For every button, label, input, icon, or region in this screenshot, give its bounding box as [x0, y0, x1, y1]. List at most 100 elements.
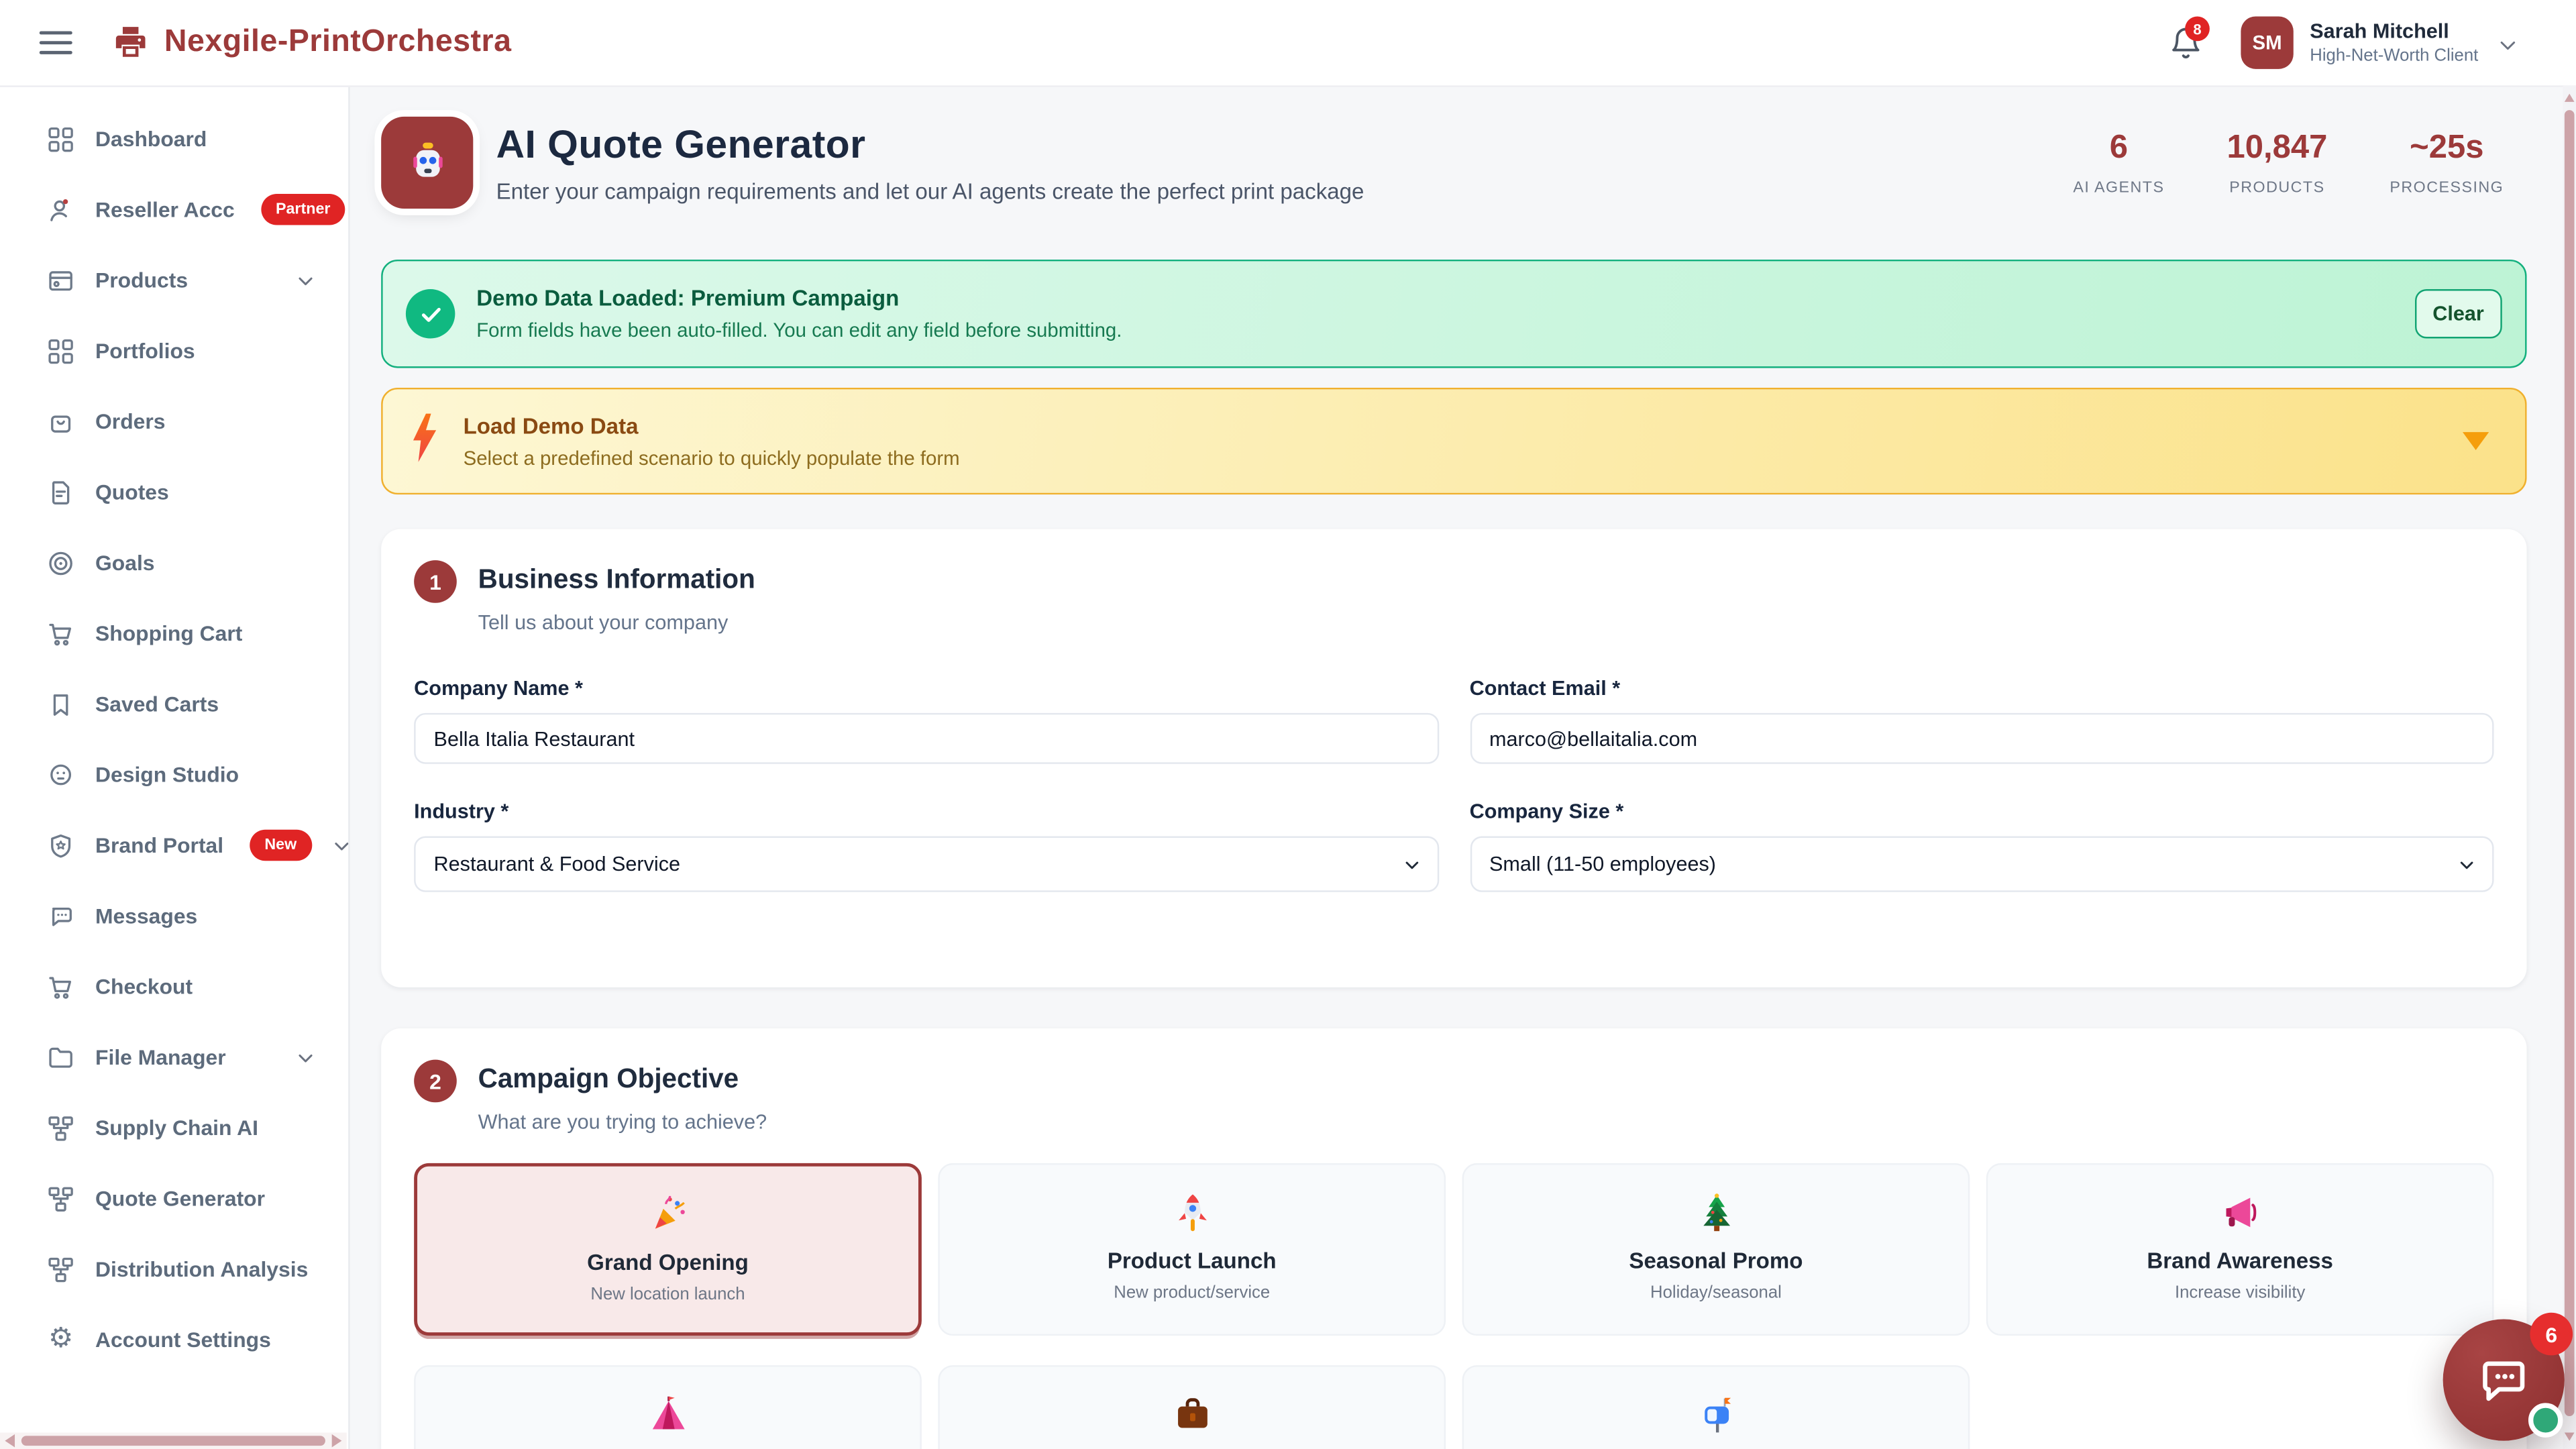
file-icon [46, 477, 76, 506]
scroll-down-arrow-icon[interactable] [2564, 1432, 2575, 1441]
objective-card-mailbox[interactable] [1462, 1365, 1970, 1449]
horizontal-scrollbar-thumb[interactable] [21, 1435, 325, 1446]
grid-icon [46, 124, 76, 154]
sidebar-item-file-manager[interactable]: File Manager [0, 1022, 348, 1092]
scroll-left-arrow-icon[interactable] [5, 1434, 15, 1448]
objective-card-brand-awareness[interactable]: Brand Awareness Increase visibility [1986, 1163, 2494, 1336]
sidebar-item-account-settings[interactable]: ⚙ Account Settings [0, 1304, 348, 1375]
campaign-objective-section: 2 Campaign Objective What are you trying… [381, 1028, 2527, 1449]
sidebar-item-shopping-cart[interactable]: Shopping Cart [0, 598, 348, 668]
folder-icon [46, 1042, 76, 1072]
sidebar-nav: Dashboard Reseller Accc Partner Products Por… [0, 85, 350, 1449]
stat-label: PRODUCTS [2229, 178, 2325, 197]
gear-icon: ⚙ [48, 1322, 74, 1356]
workflow-icon [46, 1254, 76, 1284]
tent-icon [416, 1390, 920, 1439]
industry-select[interactable]: Restaurant & Food Service [414, 836, 1439, 892]
sidebar-item-quotes[interactable]: Quotes [0, 457, 348, 527]
mailbox-icon [1464, 1390, 1968, 1439]
sidebar-item-brand-portal[interactable]: Brand Portal New [0, 810, 348, 880]
expand-caret-icon[interactable] [2463, 432, 2489, 451]
robot-icon [381, 116, 474, 209]
megaphone-icon [1988, 1188, 2492, 1237]
stat-label: AI AGENTS [2073, 178, 2165, 197]
sidebar-item-portfolios[interactable]: Portfolios [0, 315, 348, 386]
chevron-down-icon [296, 270, 315, 290]
company-name-label: Company Name * [414, 676, 583, 700]
objective-card-product-launch[interactable]: Product Launch New product/service [938, 1163, 1446, 1336]
sidebar-item-goals[interactable]: Goals [0, 527, 348, 598]
chat-fab-button[interactable]: 6 [2443, 1312, 2573, 1441]
load-demo-banner[interactable]: Load Demo Data Select a predefined scena… [381, 387, 2527, 495]
sidebar-item-reseller-accc[interactable]: Reseller Accc Partner [0, 174, 348, 245]
scroll-right-arrow-icon[interactable] [331, 1434, 342, 1448]
sidebar-item-checkout[interactable]: Checkout [0, 951, 348, 1022]
shield-icon [46, 830, 76, 860]
sidebar-item-orders[interactable]: Orders [0, 386, 348, 457]
vertical-scrollbar-thumb[interactable] [2564, 110, 2575, 1417]
sidebar-item-supply-chain-ai[interactable]: Supply Chain AI [0, 1093, 348, 1163]
cart-icon [46, 972, 76, 1002]
stat-label: PROCESSING [2390, 178, 2504, 197]
sidebar-item-label: Supply Chain AI [95, 1115, 258, 1140]
sidebar-item-products[interactable]: Products [0, 245, 348, 315]
box-icon [46, 266, 76, 295]
workflow-icon [46, 1113, 76, 1142]
sidebar-badge: New [250, 829, 312, 861]
clear-button[interactable]: Clear [2414, 289, 2502, 339]
bookmark-icon [46, 689, 76, 718]
chat-icon [46, 901, 76, 930]
stat-ai-agents: 6 AI AGENTS [2073, 129, 2164, 196]
company-name-field[interactable] [414, 712, 1439, 764]
company-size-select[interactable]: Small (11-50 employees) [1469, 836, 2494, 892]
user-role: High-Net-Worth Client [2310, 46, 2479, 66]
load-demo-title: Load Demo Data [463, 413, 639, 438]
demo-loaded-subtitle: Form fields have been auto-filled. You c… [476, 319, 1122, 342]
brand-title: Nexgile-PrintOrchestra [164, 24, 512, 60]
sidebar-item-design-studio[interactable]: Design Studio [0, 739, 348, 810]
sidebar-item-messages[interactable]: Messages [0, 881, 348, 951]
sidebar-item-quote-generator[interactable]: Quote Generator [0, 1163, 348, 1234]
cart-icon [46, 619, 76, 648]
notification-count-badge: 8 [2185, 16, 2210, 42]
contact-email-field[interactable] [1469, 712, 2494, 764]
bag-icon [46, 407, 76, 436]
chevron-down-icon [1405, 861, 1417, 869]
sidebar-item-saved-carts[interactable]: Saved Carts [0, 669, 348, 739]
company-size-label: Company Size * [1469, 800, 1624, 823]
user-avatar[interactable]: SM [2241, 16, 2294, 69]
load-demo-subtitle: Select a predefined scenario to quickly … [463, 445, 960, 470]
sidebar-item-distribution-analysis[interactable]: Distribution Analysis [0, 1234, 348, 1304]
sidebar-item-label: Dashboard [95, 126, 207, 152]
objective-card-seasonal-promo[interactable]: Seasonal Promo Holiday/seasonal [1462, 1163, 1970, 1336]
demo-loaded-title: Demo Data Loaded: Premium Campaign [476, 286, 900, 311]
sidebar-item-label: Brand Portal [95, 833, 224, 858]
page-header: AI Quote Generator Enter your campaign r… [381, 102, 2526, 223]
sidebar-horizontal-scrollbar[interactable] [0, 1432, 347, 1449]
section-subtitle: Tell us about your company [478, 611, 729, 635]
user-menu-chevron-down-icon[interactable] [2497, 34, 2518, 64]
sidebar-item-label: Quote Generator [95, 1186, 266, 1211]
sidebar-item-label: Messages [95, 903, 198, 928]
vertical-scrollbar[interactable] [2563, 85, 2576, 1449]
objective-card-tent[interactable] [414, 1365, 922, 1449]
sidebar-badge: Partner [260, 193, 345, 225]
sidebar-item-label: Saved Carts [95, 692, 219, 716]
party-icon [417, 1189, 918, 1238]
sidebar-item-label: Design Studio [95, 762, 239, 788]
page-title: AI Quote Generator [496, 122, 866, 167]
sidebar-item-dashboard[interactable]: Dashboard [0, 103, 348, 174]
notification-bell-icon[interactable]: 8 [2169, 16, 2210, 66]
page-subtitle: Enter your campaign requirements and let… [496, 178, 1364, 203]
top-header: Nexgile-PrintOrchestra 8 SM Sarah Mitche… [0, 0, 2576, 87]
objective-title: Product Launch [1107, 1248, 1277, 1273]
objective-card-briefcase[interactable] [938, 1365, 1446, 1449]
person-dot-icon [46, 195, 76, 224]
sidebar-item-label: Shopping Cart [95, 621, 243, 646]
objective-card-grand-opening[interactable]: Grand Opening New location launch [414, 1163, 922, 1336]
scroll-up-arrow-icon[interactable] [2564, 93, 2575, 102]
hamburger-menu-icon[interactable] [39, 31, 72, 54]
contact-email-label: Contact Email * [1469, 676, 1621, 700]
online-status-dot [2528, 1403, 2563, 1438]
sidebar-item-label: Account Settings [95, 1327, 271, 1352]
